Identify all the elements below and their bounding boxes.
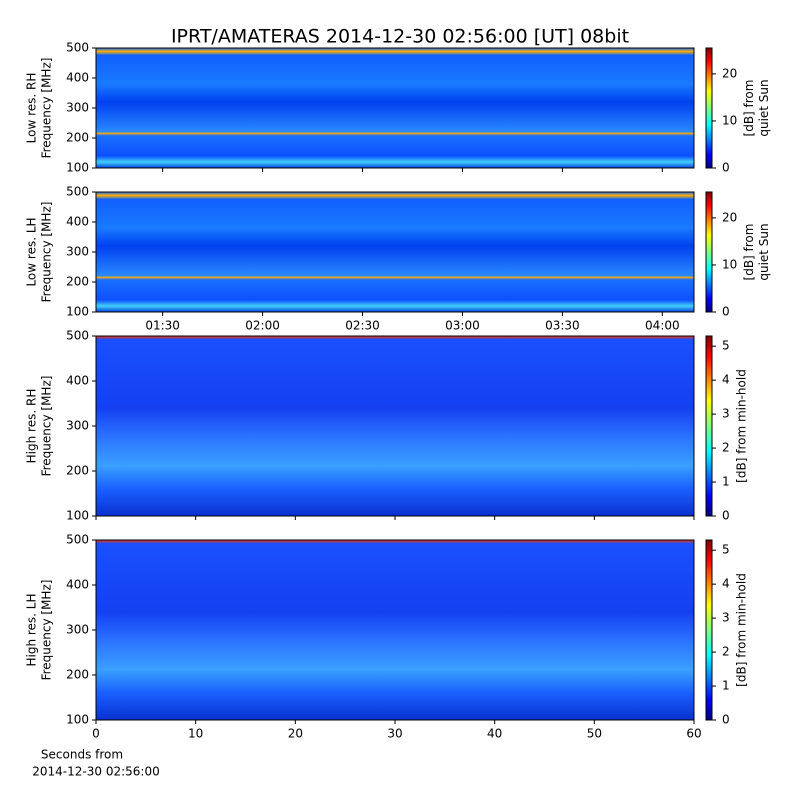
y-axis-label: Frequency [MHz] bbox=[40, 376, 54, 477]
y-tick-label: 500 bbox=[66, 533, 89, 547]
y-axis-label: Frequency [MHz] bbox=[40, 58, 54, 159]
y-tick-label: 100 bbox=[66, 305, 89, 319]
x-tick-label: 03:30 bbox=[545, 319, 580, 333]
colorbar-tick-label: 0 bbox=[722, 713, 730, 727]
x-tick-label: 04:00 bbox=[645, 319, 680, 333]
colorbar-tick-label: 2 bbox=[722, 645, 730, 659]
colorbar-tick-label: 0 bbox=[722, 509, 730, 523]
spectrogram bbox=[96, 540, 694, 720]
colorbar-tick-label: 0 bbox=[722, 161, 730, 175]
colorbar-tick-label: 3 bbox=[722, 611, 730, 625]
x-axis-label: 2014-12-30 02:56:00 bbox=[32, 765, 159, 779]
x-tick-label: 10 bbox=[188, 727, 203, 741]
colorbar-label: [dB] from min-hold bbox=[735, 369, 749, 483]
y-tick-label: 500 bbox=[66, 185, 89, 199]
y-tick-label: 100 bbox=[66, 161, 89, 175]
x-tick-label: 30 bbox=[387, 727, 402, 741]
colorbar-tick-label: 2 bbox=[722, 441, 730, 455]
y-tick-label: 100 bbox=[66, 713, 89, 727]
y-tick-label: 300 bbox=[66, 101, 89, 115]
figure-title: IPRT/AMATERAS 2014-12-30 02:56:00 [UT] 0… bbox=[171, 26, 629, 48]
colorbar-tick-label: 0 bbox=[722, 305, 730, 319]
colorbar-label: quiet Sun bbox=[757, 79, 771, 136]
y-axis-label: Low res. LH bbox=[25, 217, 39, 286]
colorbar-tick-label: 4 bbox=[722, 577, 730, 591]
colorbar-label: [dB] from bbox=[742, 224, 756, 281]
y-tick-label: 200 bbox=[66, 275, 89, 289]
colorbar bbox=[705, 47, 713, 169]
colorbar-tick-label: 3 bbox=[722, 407, 730, 421]
y-tick-label: 300 bbox=[66, 623, 89, 637]
y-axis-label: Frequency [MHz] bbox=[40, 202, 54, 303]
colorbar bbox=[705, 191, 713, 313]
y-tick-label: 400 bbox=[66, 71, 89, 85]
y-axis-label: High res. LH bbox=[25, 593, 39, 666]
colorbar-label: quiet Sun bbox=[757, 223, 771, 280]
y-tick-label: 200 bbox=[66, 131, 89, 145]
y-tick-label: 100 bbox=[66, 509, 89, 523]
colorbar-tick-label: 10 bbox=[722, 257, 737, 271]
y-tick-label: 400 bbox=[66, 215, 89, 229]
x-tick-label: 0 bbox=[92, 727, 100, 741]
colorbar-label: [dB] from bbox=[742, 80, 756, 137]
x-tick-label: 02:00 bbox=[245, 319, 280, 333]
y-tick-label: 300 bbox=[66, 419, 89, 433]
x-tick-label: 60 bbox=[686, 727, 701, 741]
colorbar-label: [dB] from min-hold bbox=[735, 573, 749, 687]
y-tick-label: 300 bbox=[66, 245, 89, 259]
y-axis-label: High res. RH bbox=[25, 389, 39, 464]
y-tick-label: 500 bbox=[66, 41, 89, 55]
colorbar-tick-label: 20 bbox=[722, 66, 737, 80]
colorbar-tick-label: 5 bbox=[722, 339, 730, 353]
colorbar-tick-label: 1 bbox=[722, 475, 730, 489]
x-tick-label: 02:30 bbox=[345, 319, 380, 333]
colorbar-tick-label: 10 bbox=[722, 113, 737, 127]
y-axis-label: Frequency [MHz] bbox=[40, 580, 54, 681]
x-tick-label: 40 bbox=[487, 727, 502, 741]
y-tick-label: 200 bbox=[66, 668, 89, 682]
colorbar-tick-label: 5 bbox=[722, 543, 730, 557]
y-tick-label: 500 bbox=[66, 329, 89, 343]
y-tick-label: 400 bbox=[66, 374, 89, 388]
x-tick-label: 01:30 bbox=[145, 319, 180, 333]
spectrogram bbox=[96, 192, 694, 312]
x-tick-label: 50 bbox=[587, 727, 602, 741]
x-axis-label: Seconds from bbox=[41, 748, 123, 762]
y-tick-label: 400 bbox=[66, 578, 89, 592]
spectrogram bbox=[96, 336, 694, 516]
spectrogram bbox=[96, 48, 694, 168]
x-tick-label: 20 bbox=[288, 727, 303, 741]
y-tick-label: 200 bbox=[66, 464, 89, 478]
colorbar bbox=[705, 335, 713, 517]
x-tick-label: 03:00 bbox=[445, 319, 480, 333]
y-axis-label: Low res. RH bbox=[25, 73, 39, 144]
colorbar bbox=[705, 539, 713, 721]
colorbar-tick-label: 4 bbox=[722, 373, 730, 387]
colorbar-tick-label: 1 bbox=[722, 679, 730, 693]
colorbar-tick-label: 20 bbox=[722, 210, 737, 224]
